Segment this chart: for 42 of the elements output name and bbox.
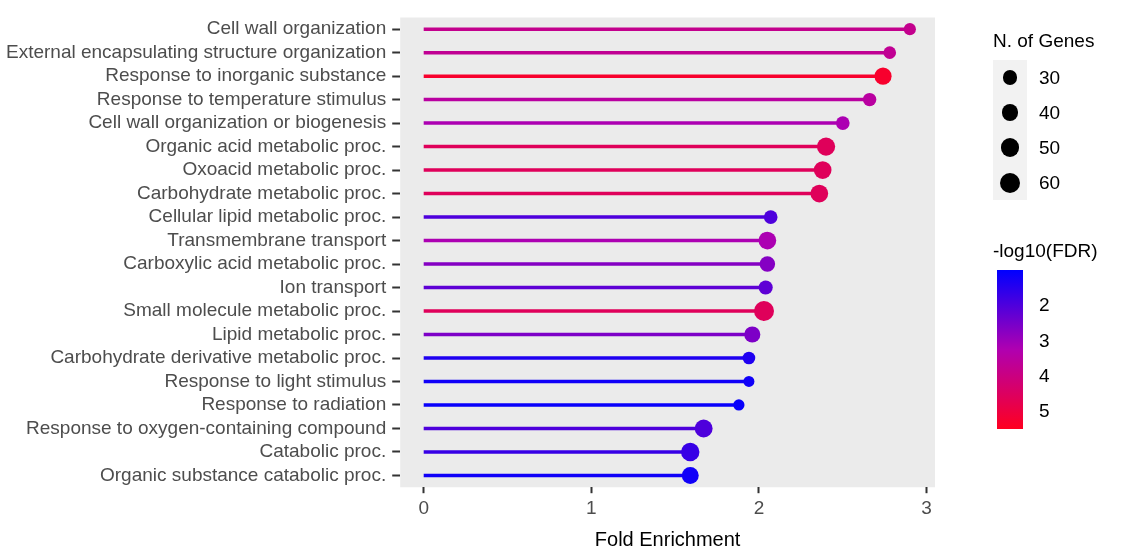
legend-title: N. of Genes — [993, 30, 1096, 52]
point — [759, 256, 776, 272]
y-tick-label: Response to inorganic substance — [105, 64, 387, 86]
y-tick-label: Organic substance catabolic proc. — [100, 463, 387, 485]
y-tick-label: Small molecule metabolic proc. — [123, 299, 387, 321]
y-tick-label: Response to radiation — [201, 393, 387, 415]
legend-label: 30 — [1039, 66, 1061, 89]
color-bar-label: 2 — [1039, 294, 1050, 317]
point — [744, 326, 761, 343]
y-tick-label: Catabolic proc. — [259, 440, 387, 462]
y-tick-label: Lipid metabolic proc. — [211, 322, 387, 344]
point — [874, 67, 892, 85]
x-tick-label: 1 — [586, 496, 597, 518]
legend-label: 60 — [1039, 171, 1061, 194]
color-bar-label: 3 — [1039, 329, 1050, 352]
y-tick-label: Oxoacid metabolic proc. — [182, 158, 387, 180]
y-tick-label: External encapsulating structure organization — [5, 40, 387, 62]
y-tick-label: Response to light stimulus — [164, 369, 387, 391]
x-tick-label: 0 — [418, 496, 429, 518]
y-tick-label: Ion transport — [279, 275, 387, 297]
point — [813, 161, 832, 179]
y-tick-label: Cell wall organization — [206, 17, 387, 39]
y-tick-label: Response to oxygen-containing compound — [26, 416, 387, 438]
y-tick-label: Organic acid metabolic proc. — [145, 134, 387, 156]
color-bar-label: 5 — [1039, 400, 1050, 423]
point — [758, 280, 773, 295]
y-tick-label: Transmembrane transport — [167, 228, 387, 250]
y-tick-label: Response to temperature stimulus — [96, 87, 387, 109]
x-tick-label: 2 — [753, 496, 765, 518]
x-tick-label: 3 — [921, 496, 932, 518]
color-bar-label: 4 — [1039, 364, 1050, 387]
y-tick-label: Carbohydrate metabolic proc. — [136, 181, 387, 203]
y-tick-label: Cellular lipid metabolic proc. — [148, 205, 387, 227]
y-tick-label: Carbohydrate derivative metabolic proc. — [50, 346, 387, 368]
y-tick-label: Cell wall organization or biogenesis — [88, 111, 387, 133]
legend-label: 50 — [1039, 136, 1061, 159]
point — [862, 92, 877, 107]
color-bar-title: -log10(FDR) — [993, 240, 1098, 262]
legend-label: 40 — [1039, 101, 1061, 124]
y-tick-label: Carboxylic acid metabolic proc. — [123, 252, 387, 274]
point — [681, 466, 699, 484]
x-axis-title: Fold Enrichment — [594, 527, 741, 550]
